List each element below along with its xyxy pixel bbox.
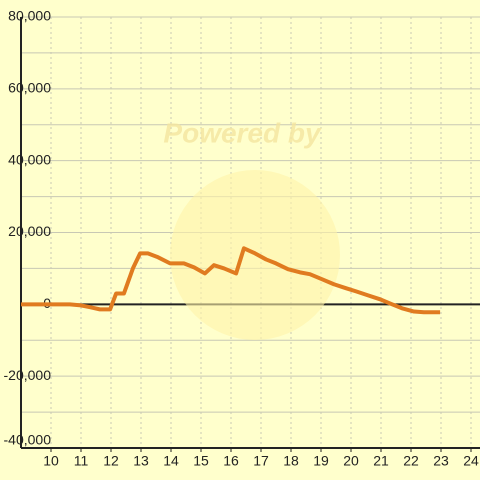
x-tick-label: 24 bbox=[463, 453, 479, 469]
x-tick-label: 14 bbox=[163, 453, 179, 469]
x-tick-label: 16 bbox=[223, 453, 239, 469]
y-tick-label: -20,000 bbox=[4, 367, 52, 383]
x-tick-label: 11 bbox=[74, 453, 89, 469]
y-tick-label: -40,000 bbox=[4, 432, 52, 448]
x-tick-label: 10 bbox=[43, 453, 59, 469]
y-tick-label: 20,000 bbox=[8, 223, 51, 239]
x-tick-label: 22 bbox=[403, 453, 419, 469]
x-tick-label: 17 bbox=[253, 453, 269, 469]
x-tick-label: 23 bbox=[433, 453, 449, 469]
y-tick-label: 80,000 bbox=[8, 8, 51, 24]
x-tick-label: 20 bbox=[343, 453, 359, 469]
data-line bbox=[21, 246, 441, 315]
x-tick-label: 18 bbox=[283, 453, 299, 469]
plot: -40,000-20,000020,00040,00060,00080,0001… bbox=[4, 8, 480, 469]
y-tick-label: 40,000 bbox=[8, 151, 51, 167]
x-tick-label: 15 bbox=[193, 453, 209, 469]
x-tick-label: 12 bbox=[103, 453, 119, 469]
x-tick-label: 21 bbox=[373, 453, 389, 469]
watermark: Powered by bbox=[163, 117, 322, 148]
x-tick-label: 19 bbox=[313, 453, 329, 469]
y-tick-label: 60,000 bbox=[8, 80, 51, 96]
x-tick-label: 13 bbox=[133, 453, 149, 469]
